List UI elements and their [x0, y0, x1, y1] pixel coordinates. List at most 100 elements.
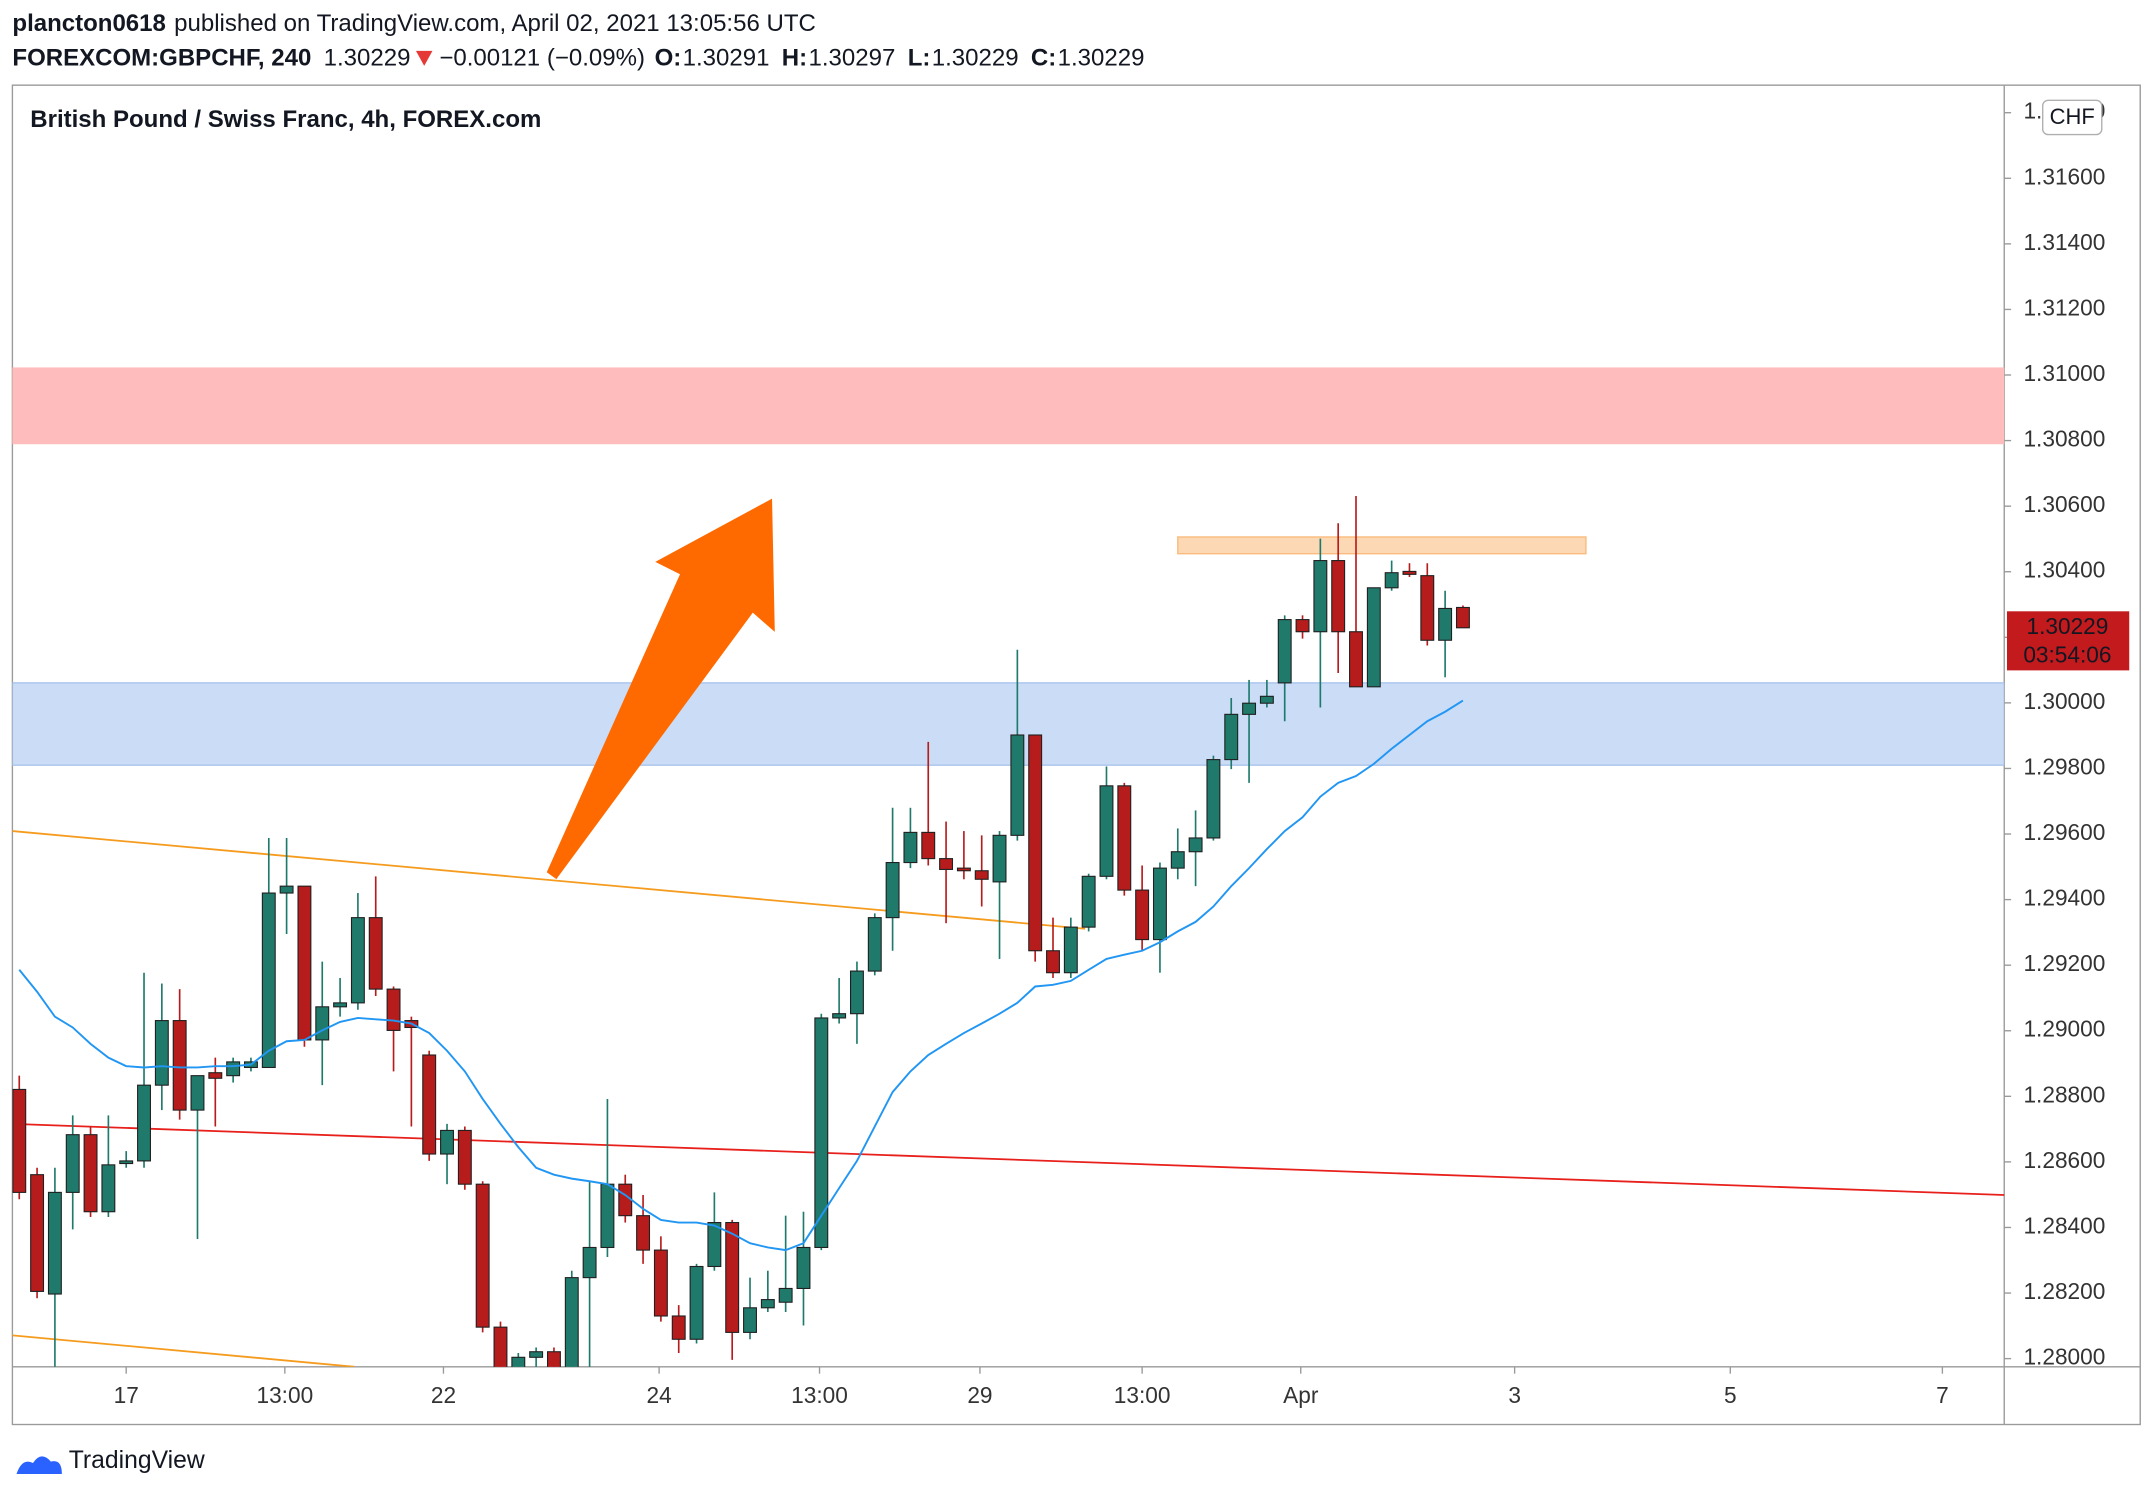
- candle-body: [1242, 702, 1257, 715]
- x-tick-label: Apr: [1283, 1382, 1319, 1408]
- candle-body: [618, 1183, 633, 1217]
- candle-body: [1206, 759, 1221, 839]
- x-tick-label: 17: [114, 1382, 139, 1408]
- candle-body: [172, 1020, 187, 1111]
- candle-body: [368, 917, 383, 990]
- y-tick-label: 1.30600: [2023, 491, 2105, 517]
- header-symbol: FOREXCOM:GBPCHF, 240: [12, 44, 311, 71]
- candle-body: [1366, 587, 1381, 688]
- candle-body: [725, 1222, 740, 1333]
- candle-body: [1063, 926, 1078, 974]
- candle-body: [83, 1134, 98, 1213]
- header-published: published on TradingView.com, April 02, …: [174, 10, 816, 37]
- plot-area: [12, 367, 2005, 1367]
- candle-body: [1188, 837, 1203, 853]
- candle-body: [1295, 619, 1310, 633]
- x-tick-label: 29: [967, 1382, 992, 1408]
- candle-body: [1152, 867, 1167, 941]
- header-o-label: O:: [655, 44, 682, 71]
- candle-body: [475, 1183, 490, 1328]
- candle-body: [1010, 734, 1025, 836]
- chart-title: British Pound / Swiss Franc, 4h, FOREX.c…: [30, 106, 541, 133]
- y-tick-label: 1.28800: [2023, 1081, 2105, 1107]
- candle-body: [671, 1315, 686, 1340]
- x-tick-label: 13:00: [256, 1382, 313, 1408]
- currency-label: CHF: [2050, 104, 2095, 129]
- logo-icon: [16, 1456, 62, 1474]
- candle-body: [564, 1277, 579, 1367]
- moving-average: [18, 699, 1464, 1252]
- x-tick-label: 3: [1508, 1382, 1521, 1408]
- candle-body: [154, 1020, 169, 1086]
- candle-body: [1313, 560, 1328, 633]
- footer-logo: [16, 1456, 62, 1474]
- y-tick-label: 1.30000: [2023, 688, 2105, 714]
- x-tick-label: 13:00: [791, 1382, 848, 1408]
- down-arrow: [415, 50, 433, 66]
- x-tick-label: 5: [1724, 1382, 1737, 1408]
- candle-body: [1420, 575, 1435, 641]
- candle-body: [440, 1129, 454, 1155]
- candle-body: [1028, 734, 1043, 952]
- candle-body: [1402, 570, 1417, 575]
- candle-body: [867, 917, 882, 972]
- y-tick-label: 1.30400: [2023, 557, 2105, 583]
- candle-body: [30, 1174, 45, 1292]
- trend-line: [12, 1334, 355, 1367]
- candle-body: [279, 885, 294, 894]
- candle-body: [885, 861, 900, 919]
- candle-body: [1135, 889, 1150, 941]
- header-low: 1.30229: [932, 44, 1019, 71]
- candle-body: [689, 1265, 704, 1340]
- candle-body: [511, 1356, 526, 1367]
- candle-body: [1438, 607, 1453, 641]
- header-last: 1.30229: [324, 44, 411, 71]
- y-tick-label: 1.29200: [2023, 950, 2105, 976]
- y-tick-label: 1.31400: [2023, 229, 2105, 255]
- candle-body: [653, 1249, 668, 1317]
- price-tag-value: 1.30229: [2026, 613, 2108, 639]
- candle-body: [760, 1299, 775, 1309]
- candle-body: [1331, 560, 1346, 633]
- x-tick-label: 22: [431, 1382, 456, 1408]
- candle-body: [814, 1017, 829, 1249]
- header-open: 1.30291: [683, 44, 770, 71]
- candle-body: [849, 970, 864, 1015]
- candle-body: [333, 1002, 348, 1008]
- x-tick-label: 24: [647, 1382, 672, 1408]
- candle-body: [921, 831, 936, 860]
- header-user: plancton0618: [12, 10, 166, 37]
- axes: 1.28000 1.28200 1.28400 1.28600 1.28800 1.290…: [114, 98, 2130, 1408]
- y-tick-label: 1.30800: [2023, 426, 2105, 452]
- header-c-label: C:: [1031, 44, 1056, 71]
- x-tick-label: 13:00: [1114, 1382, 1171, 1408]
- candle-body: [903, 831, 918, 864]
- candle-body: [65, 1134, 80, 1193]
- candle-body: [137, 1084, 151, 1162]
- candle-body: [1455, 606, 1470, 629]
- candle-body: [1224, 713, 1239, 761]
- candle-body: [796, 1246, 811, 1290]
- y-tick-label: 1.31600: [2023, 163, 2105, 189]
- arrow: [546, 498, 775, 880]
- candle-body: [226, 1061, 241, 1077]
- zone: [12, 682, 2005, 766]
- y-tick-label: 1.29800: [2023, 753, 2105, 779]
- candle-body: [493, 1326, 508, 1367]
- candle-body: [974, 870, 989, 880]
- trend-line: [12, 1122, 2005, 1196]
- candle-body: [457, 1129, 472, 1185]
- candle-body: [546, 1351, 561, 1367]
- candle-body: [1170, 851, 1185, 869]
- candle-body: [636, 1215, 651, 1251]
- y-tick-label: 1.29600: [2023, 819, 2105, 845]
- candle-body: [1081, 875, 1096, 928]
- candle-body: [350, 917, 365, 1004]
- candle-body: [422, 1054, 437, 1155]
- y-tick-label: 1.28000: [2023, 1344, 2105, 1370]
- candle-body: [529, 1351, 544, 1358]
- candle-body: [12, 1088, 27, 1193]
- candle-body: [101, 1164, 116, 1213]
